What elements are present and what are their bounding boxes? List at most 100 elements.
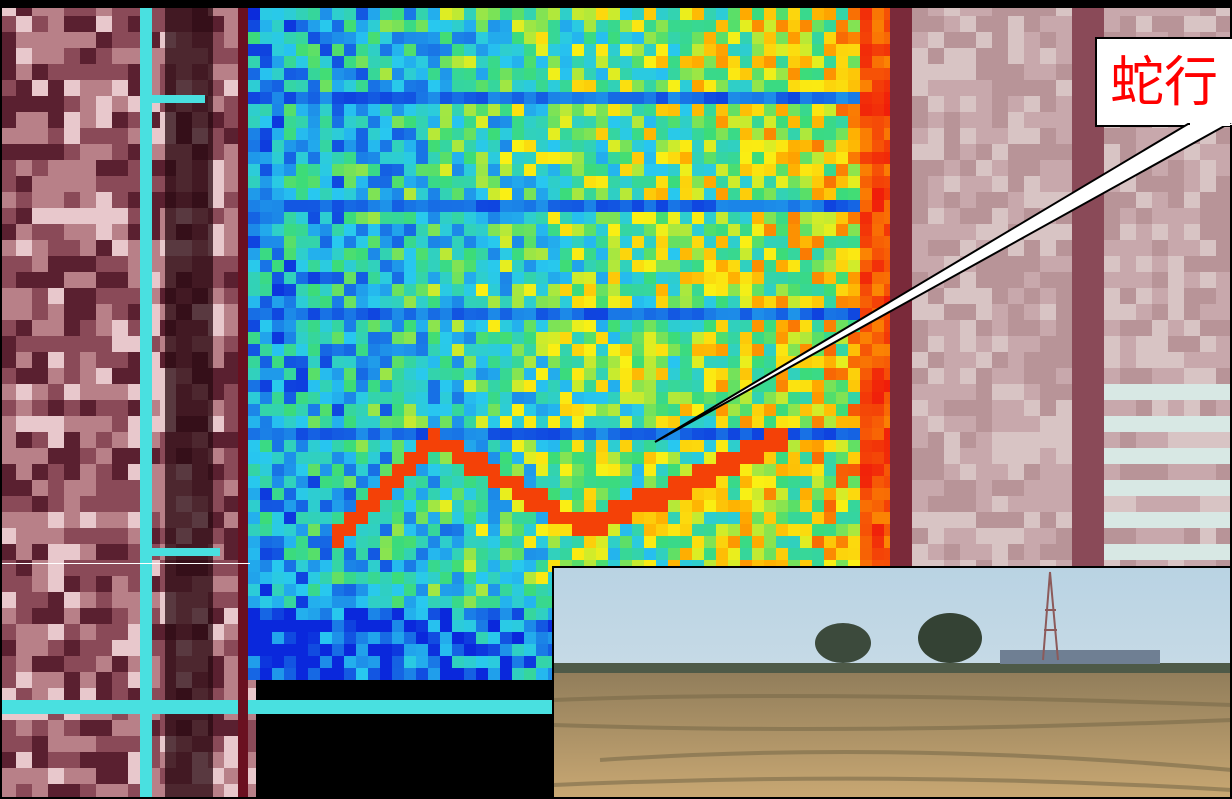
heat-cell [488, 644, 500, 656]
heat-cell [512, 512, 524, 524]
pixel [1056, 160, 1072, 176]
heat-cell [296, 512, 308, 524]
pixel [1088, 512, 1104, 528]
heat-cell [848, 176, 860, 188]
heat-cell [584, 296, 596, 308]
heat-cell [320, 488, 332, 500]
pixel [48, 720, 64, 736]
heat-cell [332, 596, 344, 608]
pixel [112, 544, 128, 560]
pixel [1152, 384, 1168, 400]
pixel [1056, 64, 1072, 80]
heat-cell [476, 512, 488, 524]
pixel [48, 608, 64, 624]
heat-cell [344, 44, 356, 56]
heat-cell [368, 224, 380, 236]
pixel [1200, 448, 1216, 464]
heat-cell [272, 476, 284, 488]
heat-cell [524, 212, 536, 224]
heat-cell [512, 596, 524, 608]
heat-cell [248, 128, 260, 140]
heat-cell [452, 284, 464, 296]
pixel [80, 112, 96, 128]
heat-cell [752, 392, 764, 404]
heat-cell [620, 44, 632, 56]
heat-cell [812, 32, 824, 44]
heat-cell [416, 308, 428, 320]
heat-cell [848, 80, 860, 92]
heat-cell [476, 560, 488, 572]
pixel [1168, 208, 1184, 224]
heat-cell [476, 8, 488, 20]
heat-cell [548, 260, 560, 272]
heat-cell [380, 32, 392, 44]
heat-cell [788, 476, 800, 488]
heat-cell [320, 584, 332, 596]
heat-cell [560, 548, 572, 560]
heat-cell [392, 656, 404, 668]
heat-cell [848, 104, 860, 116]
heat-cell [752, 308, 764, 320]
heat-cell [584, 404, 596, 416]
heat-cell [596, 68, 608, 80]
heat-cell [716, 500, 728, 512]
heat-cell [776, 20, 788, 32]
heat-cell [500, 476, 512, 488]
heat-cell [596, 404, 608, 416]
heat-cell [524, 8, 536, 20]
heat-cell [392, 20, 404, 32]
pixel [16, 528, 32, 544]
heat-cell [512, 572, 524, 584]
pixel [1168, 288, 1184, 304]
heat-cell [644, 296, 656, 308]
heat-cell [404, 572, 416, 584]
heat-cell [380, 128, 392, 140]
heat-cell [824, 536, 836, 548]
heat-cell [716, 272, 728, 284]
heat-cell [512, 68, 524, 80]
heat-cell [788, 380, 800, 392]
pixel [96, 448, 112, 464]
heat-cell [488, 272, 500, 284]
pixel [112, 736, 128, 752]
heat-cell [740, 176, 752, 188]
pixel [32, 368, 48, 384]
heat-cell [320, 296, 332, 308]
pixel [1088, 16, 1104, 32]
heat-cell [536, 476, 548, 488]
pixel [928, 464, 944, 480]
heat-cell [464, 248, 476, 260]
heat-cell [320, 656, 332, 668]
heat-cell [848, 356, 860, 368]
heat-cell [272, 116, 284, 128]
pixel [224, 464, 240, 480]
heat-cell [812, 128, 824, 140]
heat-cell [488, 68, 500, 80]
heat-cell [752, 428, 764, 440]
pixel [992, 432, 1008, 448]
pixel [0, 672, 16, 688]
heat-cell [584, 200, 596, 212]
heat-cell [644, 32, 656, 44]
pixel [912, 80, 928, 96]
heat-cell [572, 152, 584, 164]
heat-cell [392, 104, 404, 116]
heat-cell [548, 500, 560, 512]
heat-cell [452, 584, 464, 596]
pixel [1216, 416, 1232, 432]
heat-cell [584, 152, 596, 164]
heat-cell [536, 464, 548, 476]
heat-cell [488, 224, 500, 236]
pixel [96, 288, 112, 304]
heat-cell [476, 56, 488, 68]
heat-cell [728, 296, 740, 308]
heat-cell [836, 344, 848, 356]
heat-cell [320, 380, 332, 392]
heat-cell [272, 164, 284, 176]
heat-cell [548, 176, 560, 188]
heat-cell [536, 344, 548, 356]
heat-cell [284, 440, 296, 452]
heat-cell [572, 488, 584, 500]
heat-cell [404, 8, 416, 20]
pixel [32, 576, 48, 592]
